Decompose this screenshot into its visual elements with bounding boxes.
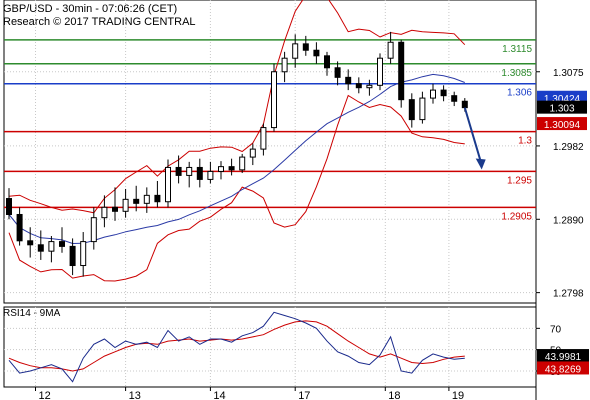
level-label: 1.3085 — [501, 68, 532, 79]
level-label: 1.3115 — [502, 44, 532, 55]
rsi-title: RSI14 - 9MA — [3, 308, 61, 319]
candle-body — [186, 166, 193, 176]
rsi-line — [8, 311, 465, 383]
price-tag-label: 1.30424 — [544, 94, 581, 105]
candle-body — [260, 127, 267, 150]
chart-frame — [3, 0, 537, 400]
x-tick-label: 14 — [213, 390, 225, 400]
candle-body — [90, 217, 97, 243]
candle-body — [387, 41, 394, 59]
candle-body — [122, 198, 129, 212]
candle-body — [408, 99, 415, 121]
candle-body — [165, 166, 171, 203]
price-tag-current_price — [537, 100, 587, 114]
candle-body — [345, 76, 352, 85]
candle-body — [249, 148, 256, 158]
price-tag-label: 1.303 — [549, 104, 574, 115]
price-tag-label: 1.30094 — [544, 120, 581, 131]
x-tick-label: 13 — [129, 390, 141, 400]
candle-body — [440, 89, 447, 97]
axis-layer: 12 13 14 17 18 19 1.3075 1.2982 1.2890 1.2798 1.30… — [35, 68, 589, 400]
candle-body — [48, 241, 55, 252]
bollinger-upper — [8, 0, 466, 214]
y-tick-label: 1.2798 — [553, 289, 584, 300]
candle-body — [430, 89, 436, 99]
x-tick-label: 18 — [388, 390, 400, 400]
candle-body — [175, 166, 182, 176]
rsi-panel-border — [3, 306, 537, 388]
candle-body — [398, 41, 405, 101]
price-tag-lower_band — [537, 117, 587, 131]
candle-body — [207, 170, 214, 180]
bollinger-lower — [8, 94, 465, 282]
level-label: 1.3 — [518, 136, 532, 147]
candle-body — [228, 166, 235, 171]
candle-body — [16, 213, 23, 242]
candle-body — [292, 43, 299, 59]
candle-body — [196, 166, 203, 180]
candle-body — [377, 57, 383, 86]
rsi-y-tick-label: 70 — [550, 324, 562, 335]
y-tick-label: 1.2890 — [553, 215, 584, 226]
candle-body — [59, 241, 65, 247]
candle-body — [451, 95, 458, 102]
candle-body — [239, 156, 246, 171]
candle-body — [143, 194, 150, 204]
chart-title: GBP/USD - 30min - 07:06:26 (CET) — [3, 3, 178, 15]
forecast-arrow-shaft — [463, 107, 482, 162]
candle-body — [461, 100, 468, 109]
candle-body — [281, 57, 288, 73]
candle-body — [355, 83, 362, 89]
candle-body — [154, 194, 161, 203]
candle-body — [6, 198, 12, 215]
rsi-tag-current_price — [537, 349, 589, 363]
price-tag-upper_band — [537, 90, 587, 104]
candle-body — [324, 55, 330, 69]
candle-body — [27, 240, 34, 246]
y-tick-label: 1.2982 — [553, 142, 584, 153]
candle-body — [133, 198, 140, 204]
forecast-arrow-head — [475, 158, 486, 170]
rsi-tag-label: 43.8269 — [545, 364, 582, 375]
x-tick-label: 17 — [298, 390, 310, 400]
candle-body — [366, 84, 373, 89]
x-tick-label: 19 — [452, 390, 464, 400]
candle-body — [112, 206, 118, 212]
candle-body — [37, 244, 44, 252]
moving-average — [8, 73, 465, 245]
level-label: 1.295 — [507, 175, 532, 186]
candle-body — [101, 206, 108, 219]
level-label: 1.306 — [507, 88, 532, 99]
candle-body — [313, 49, 320, 57]
candle-body — [271, 71, 277, 129]
price-panel: 1.3115 1.3085 1.306 1.3 1.295 1.2905 — [4, 0, 536, 303]
level-label: 1.2905 — [501, 211, 532, 222]
rsi-ma-line — [8, 320, 465, 372]
rsi-panel — [4, 307, 536, 387]
candle-body — [69, 245, 76, 267]
rsi-tag-label: 43.9981 — [545, 352, 582, 363]
x-tick-label: 12 — [39, 390, 51, 400]
candle-body — [419, 97, 426, 121]
candle-body — [302, 43, 309, 51]
candle-body — [80, 241, 87, 267]
candle-body — [218, 166, 224, 172]
rsi-tag-lower_band — [537, 361, 589, 375]
y-tick-label: 1.3075 — [553, 68, 584, 79]
chart-subtitle: Research © 2017 TRADING CENTRAL — [3, 16, 196, 28]
candle-body — [334, 67, 341, 78]
